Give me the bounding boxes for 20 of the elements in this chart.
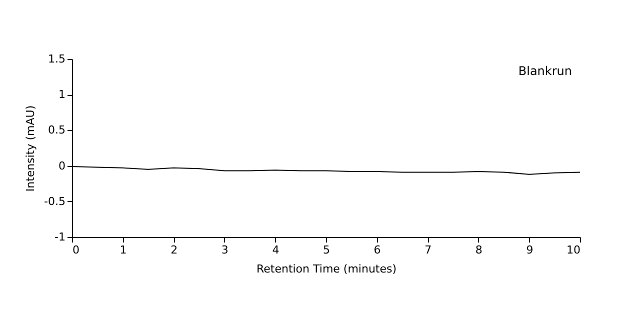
x-tick-label: 0 bbox=[72, 244, 80, 256]
x-tick-label: 3 bbox=[221, 244, 228, 256]
y-axis-title: Intensity (mAU) bbox=[24, 105, 38, 192]
y-tick-label: 1.5 bbox=[48, 52, 66, 66]
x-tick-label: 1 bbox=[120, 244, 127, 256]
x-tick-label: 2 bbox=[170, 244, 178, 256]
x-tick-label: 10 bbox=[566, 244, 580, 256]
y-tick-label: 0 bbox=[58, 159, 66, 172]
x-tick-label: 7 bbox=[424, 244, 432, 256]
x-tick-label: 9 bbox=[526, 244, 534, 256]
x-tick-label: 8 bbox=[475, 244, 482, 256]
x-tick-label: 5 bbox=[323, 244, 330, 256]
y-tick-label: 1 bbox=[58, 88, 66, 102]
y-tick-label: 0.5 bbox=[48, 124, 66, 137]
x-tick-label: 6 bbox=[374, 244, 381, 256]
x-tick-label: 4 bbox=[272, 244, 280, 256]
annotation: Blankrun bbox=[518, 64, 572, 78]
x-axis-title: Retention Time (minutes) bbox=[256, 262, 397, 276]
y-tick-label: -1 bbox=[54, 230, 66, 244]
y-tick-label: -0.5 bbox=[44, 194, 66, 208]
